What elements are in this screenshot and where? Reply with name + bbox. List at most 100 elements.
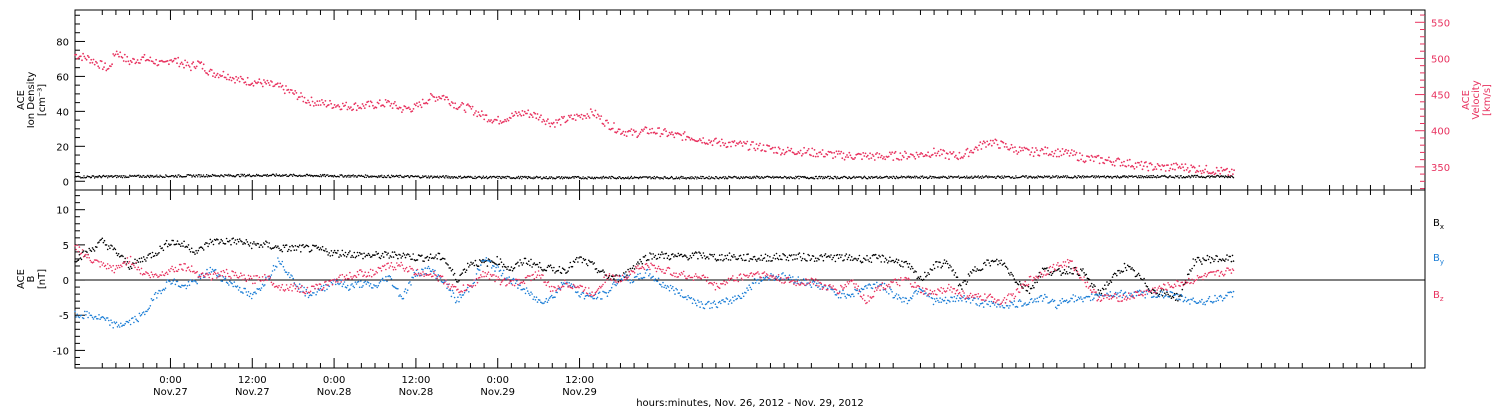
b-x-point [924,271,926,274]
b-y-point [478,269,481,271]
b-z-point [327,284,329,286]
b-z-point [110,266,112,268]
b-y-point [1123,292,1126,295]
density-point [481,177,484,179]
velocity-point [307,99,309,102]
density-point [338,176,340,178]
b-z-point [330,279,333,282]
velocity-point [988,143,991,145]
b-y-point [408,282,410,284]
density-point [888,177,890,179]
b-z-point [238,275,241,278]
density-point [353,176,355,178]
density-point [771,176,773,179]
b-y-point [638,277,640,280]
b-x-point [169,244,171,247]
velocity-point [492,120,495,123]
velocity-point [498,122,501,125]
density-point [822,178,824,180]
b-z-point [313,285,315,288]
b-y-point [1012,303,1014,306]
velocity-point [992,139,994,142]
density-point [965,177,967,179]
velocity-point [188,66,191,68]
b-x-point [1216,255,1218,258]
velocity-point [923,155,926,158]
b-y-point [1046,296,1048,298]
velocity-point [802,153,804,155]
b-y-point [226,282,229,285]
velocity-point [271,81,273,83]
b-x-point [1083,272,1085,274]
velocity-point [435,96,438,99]
density-point [1200,175,1203,177]
b-x-point [725,257,728,260]
b-x-point [1021,286,1023,288]
velocity-point [920,152,922,154]
b-x-point [520,262,522,264]
density-point [1223,175,1225,178]
b-y-point [933,298,936,300]
density-tick-label: 0 [63,177,69,188]
density-point [928,177,930,179]
b-y-point [1179,298,1181,301]
density-point [1115,177,1118,179]
velocity-point [95,60,97,63]
b-x-point [317,246,320,248]
velocity-point [1041,148,1044,151]
velocity-point [821,149,824,151]
b-z-point [385,268,387,271]
b-x-point [445,262,447,264]
b-x-point [847,256,850,259]
velocity-point [853,158,855,161]
b-y-point [1177,293,1179,296]
b-x-point [496,255,499,258]
velocity-point [1149,162,1152,165]
b-y-point [91,316,94,319]
velocity-point [588,117,591,119]
b-z-point [213,271,216,274]
density-point [947,177,949,179]
velocity-point [540,114,542,117]
density-point [161,175,163,178]
velocity-point [703,141,706,144]
velocity-point [1126,159,1129,162]
velocity-point [1090,154,1093,157]
velocity-point [1206,170,1209,173]
velocity-point [170,59,173,61]
b-y-point [397,288,399,290]
velocity-point [1091,156,1094,158]
b-x-point [654,254,657,257]
b-x-point [626,274,628,276]
b-x-point [1190,270,1192,272]
b-x-point [722,259,724,262]
density-point [832,178,835,180]
b-y-point [260,287,263,289]
b-y-point [912,295,914,297]
density-point [323,173,326,176]
velocity-point [625,135,628,138]
b-x-point [109,247,111,249]
density-point [691,176,693,178]
velocity-point [738,141,741,144]
density-point [107,177,109,179]
velocity-point [1193,166,1196,169]
velocity-point [927,151,929,154]
density-point [197,176,199,178]
velocity-point [82,52,84,55]
b-x-point [641,262,644,265]
b-x-point [772,257,774,259]
velocity-point [361,103,364,105]
b-x-point [721,253,723,256]
velocity-point [1197,170,1200,173]
density-point [741,176,743,179]
b-x-point [478,259,481,261]
b-x-point [848,254,851,256]
b-x-point [916,277,918,280]
b-x-point [189,251,192,253]
density-point [128,176,130,178]
velocity-point [658,127,661,129]
b-y-point [454,301,457,304]
b-x-point [511,269,514,272]
b-x-point [1004,265,1007,268]
